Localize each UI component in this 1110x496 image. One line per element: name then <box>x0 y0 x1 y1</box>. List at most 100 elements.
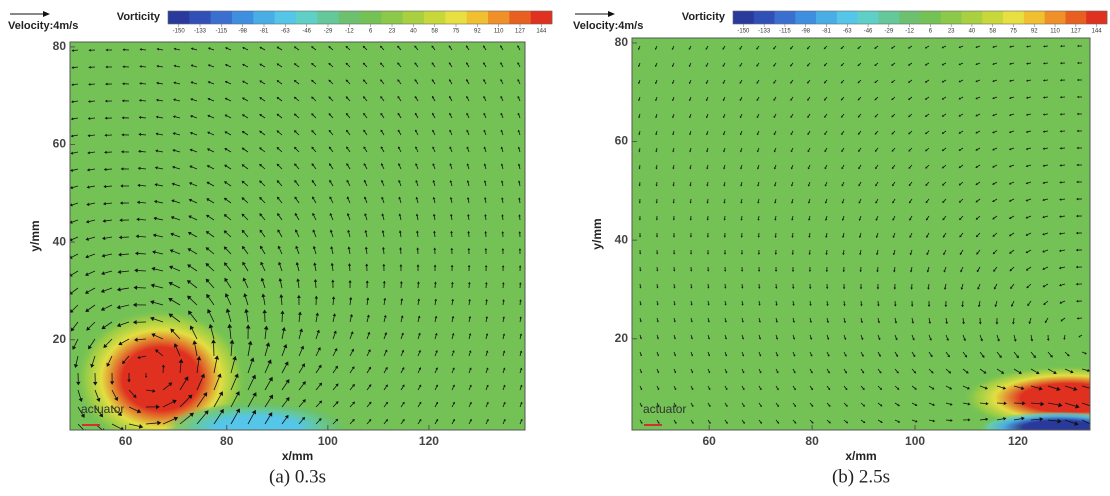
velocity-arrow <box>976 147 981 150</box>
arrow-head <box>794 421 797 424</box>
velocity-arrow <box>875 79 879 83</box>
arrow-head <box>671 81 674 85</box>
velocity-arrow <box>243 231 249 238</box>
velocity-arrow <box>158 99 164 102</box>
velocity-arrow <box>139 201 147 204</box>
arrow-head <box>942 200 945 204</box>
arrow-head <box>740 184 743 187</box>
arrow-head <box>708 404 711 408</box>
velocity-arrow <box>1044 198 1049 201</box>
arrow-head <box>223 197 228 201</box>
arrow-head <box>875 184 878 187</box>
arrow-head <box>912 338 915 341</box>
arrow-head <box>101 325 106 330</box>
arrow-head <box>302 399 306 403</box>
arrow-head <box>138 99 142 102</box>
velocity-arrow <box>960 232 964 237</box>
arrow-head <box>690 269 693 272</box>
velocity-arrow <box>329 64 334 68</box>
colorbar-swatch <box>530 11 553 24</box>
arrow-head <box>639 269 642 272</box>
arrow-head <box>992 131 995 134</box>
arrow-head <box>382 246 385 250</box>
velocity-arrow <box>960 215 964 219</box>
velocity-arrow <box>243 132 249 136</box>
arrow-head <box>317 346 321 351</box>
arrow-head <box>345 45 349 49</box>
arrow-head <box>874 46 877 49</box>
arrow-head <box>723 167 726 170</box>
arrow-head <box>219 408 224 414</box>
velocity-arrow <box>226 165 232 170</box>
velocity-arrow <box>120 321 130 326</box>
arrow-head <box>313 262 317 266</box>
arrow-head <box>914 403 918 406</box>
arrow-head <box>268 376 273 382</box>
arrow-head <box>1043 45 1046 48</box>
colorbar-tick-label: -115 <box>779 29 791 35</box>
velocity-arrow <box>313 215 317 221</box>
velocity-arrow <box>171 315 181 323</box>
velocity-arrow <box>826 419 830 423</box>
arrow-head <box>722 116 725 119</box>
arrow-head <box>640 387 643 391</box>
velocity-arrow <box>244 280 249 289</box>
arrow-head <box>958 166 962 169</box>
velocity-arrow <box>349 350 353 357</box>
velocity-arrow <box>875 113 879 117</box>
velocity-arrow <box>757 181 760 185</box>
arrow-head <box>414 95 418 99</box>
velocity-arrow <box>449 63 453 68</box>
velocity-arrow <box>365 232 368 238</box>
velocity-arrow <box>723 130 726 134</box>
arrow-head <box>877 304 880 307</box>
velocity-arrow <box>976 96 981 99</box>
velocity-arrow <box>690 385 693 389</box>
arrow-head <box>223 262 228 267</box>
arrow-head <box>911 321 915 324</box>
velocity-arrow <box>278 248 283 255</box>
arrow-head <box>948 370 952 374</box>
arrow-head <box>434 332 438 336</box>
velocity-arrow <box>243 165 249 170</box>
arrow-head <box>414 112 418 116</box>
arrow-head <box>397 62 400 65</box>
velocity-arrow <box>225 232 232 238</box>
arrow-head <box>449 95 452 99</box>
velocity-arrow <box>1061 317 1066 321</box>
arrow-head <box>992 79 995 83</box>
arrow-head <box>707 269 710 272</box>
arrow-head <box>190 64 194 68</box>
velocity-arrow <box>417 386 421 391</box>
velocity-arrow <box>860 368 864 373</box>
velocity-arrow <box>89 134 96 137</box>
velocity-arrow <box>225 199 232 204</box>
velocity-arrow <box>347 164 351 170</box>
velocity-arrow <box>315 367 321 374</box>
arrow-head <box>638 184 641 187</box>
velocity-arrow <box>926 79 930 82</box>
arrow-head <box>467 264 471 268</box>
arrow-head <box>235 391 240 396</box>
arrow-head <box>1063 337 1066 341</box>
velocity-arrow <box>1081 402 1090 407</box>
velocity-arrow <box>706 45 709 49</box>
velocity-arrow <box>483 80 487 85</box>
velocity-arrow <box>120 287 130 290</box>
velocity-arrow <box>155 251 164 255</box>
velocity-arrow <box>842 164 845 168</box>
velocity-arrow <box>860 317 863 322</box>
velocity-arrow <box>349 368 354 374</box>
arrow-head <box>825 218 828 221</box>
arrow-head <box>381 196 384 200</box>
velocity-arrow <box>723 96 726 100</box>
arrow-head <box>1003 401 1007 406</box>
arrow-head <box>756 133 759 136</box>
velocity-arrow <box>295 64 300 68</box>
arrow-head <box>224 114 228 118</box>
velocity-arrow <box>943 181 947 185</box>
arrow-head <box>640 404 643 408</box>
velocity-arrow <box>209 82 215 85</box>
velocity-arrow <box>792 419 796 423</box>
arrow-head <box>300 345 305 350</box>
